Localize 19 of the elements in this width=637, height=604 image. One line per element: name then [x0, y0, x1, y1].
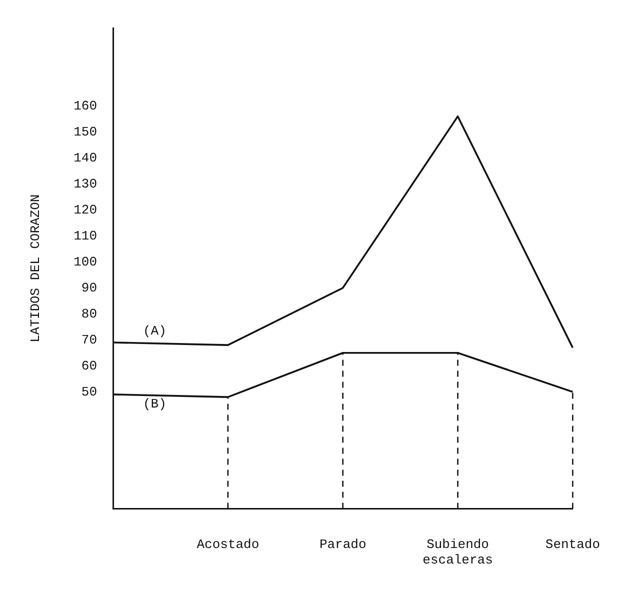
y-tick-label: 60 [81, 358, 98, 374]
y-tick-label: 150 [74, 124, 98, 140]
y-tick-label: 120 [74, 202, 98, 218]
x-tick-label: Sentado [545, 537, 600, 552]
y-tick-label: 70 [81, 332, 98, 348]
y-tick-label: 90 [81, 280, 98, 296]
y-tick-label: 140 [74, 150, 98, 166]
x-tick-label: Acostado [196, 537, 260, 552]
series-label: (B) [143, 396, 166, 412]
y-tick-label: 110 [74, 228, 98, 244]
y-tick-label: 130 [74, 176, 98, 192]
x-tick-label: Parado [319, 537, 366, 552]
x-tick-label: Subiendo escaleras [422, 537, 493, 568]
y-tick-label: 100 [74, 254, 98, 270]
y-tick-label: 50 [81, 384, 98, 400]
y-axis-title: LATIDOS DEL CORAZON [28, 194, 44, 343]
series-label: (A) [143, 323, 166, 338]
y-tick-label: 80 [81, 306, 98, 322]
y-tick-label: 160 [74, 98, 98, 114]
